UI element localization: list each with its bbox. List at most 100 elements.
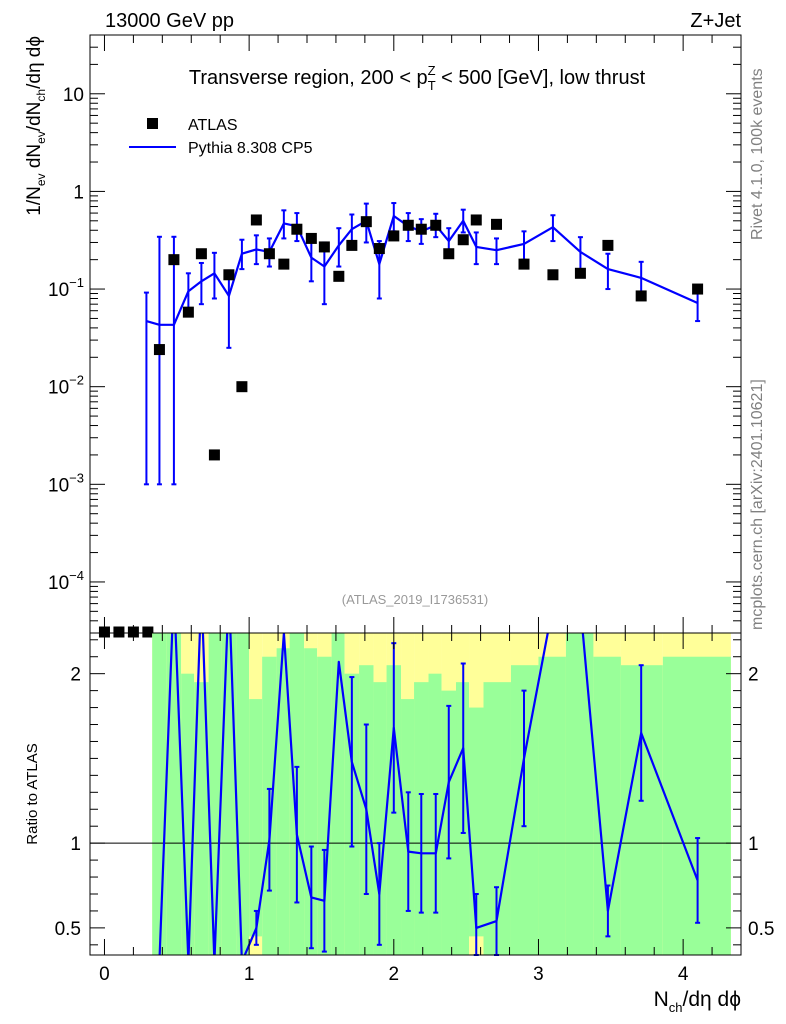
main-y-tick-label: 1 (73, 182, 84, 203)
process-label: Z+Jet (690, 10, 741, 32)
ratio-y-axis-label: Ratio to ATLAS (24, 743, 41, 844)
tick-base: 10 (48, 475, 69, 496)
band-inner (538, 656, 566, 955)
data-point (692, 283, 704, 295)
ylabel-c: /dN (24, 102, 45, 132)
main-y-tick-label: 10−2 (48, 373, 84, 399)
ratio-y-tick-label-left: 1 (70, 834, 81, 855)
data-point (153, 344, 165, 356)
ratio-plot-frame (89, 632, 742, 956)
data-point (388, 230, 400, 242)
data-point (168, 254, 180, 266)
data-point (142, 626, 154, 638)
ratio-y-tick-label-right: 0.5 (748, 919, 774, 940)
main-y-tick-label: 10−4 (48, 568, 84, 594)
data-point (291, 223, 303, 235)
legend: ATLAS Pythia 8.308 CP5 (129, 117, 313, 157)
ratio-mc-series (158, 633, 701, 956)
plot-title-post: < 500 [GeV], low thrust (436, 67, 646, 89)
main-y-axis-label: 1/Nev dNev/dNch/dη dϕ (24, 36, 48, 216)
plot-title-sub: T (428, 78, 436, 93)
ylabel-a: 1/N (24, 186, 45, 216)
data-point (263, 248, 275, 260)
xlabel-b: /dη dϕ (683, 988, 741, 1011)
data-point (98, 626, 110, 638)
data-point (415, 223, 427, 235)
energy-label: 13000 GeV pp (105, 10, 234, 32)
tick-exponent: −3 (69, 470, 84, 485)
plot-title-sup: Z (428, 63, 436, 78)
x-tick-labels: 0 1 2 3 4 (99, 964, 689, 985)
tick-base: 10 (48, 378, 69, 399)
xlabel-a: N (654, 988, 669, 1011)
data-point (470, 214, 482, 226)
mc-series (143, 202, 701, 486)
ratio-axis-ticks (90, 633, 742, 955)
legend-pythia-label: Pythia 8.308 CP5 (188, 140, 313, 157)
band-inner (565, 633, 594, 955)
main-y-tick-label: 10−3 (48, 470, 84, 496)
data-point (113, 626, 125, 638)
data-point (236, 381, 248, 393)
data-point (278, 258, 290, 270)
tick-exponent: −4 (69, 568, 84, 583)
ylabel-c-sub: ch (34, 89, 48, 102)
data-point (457, 234, 469, 246)
x-tick-label: 1 (244, 964, 255, 985)
ylabel-b: dN (24, 144, 45, 174)
data-point (635, 290, 647, 302)
x-tick-label: 2 (389, 964, 400, 985)
data-point (602, 239, 614, 251)
analysis-id-label: (ATLAS_2019_I1736531) (342, 592, 488, 607)
data-point (574, 267, 586, 279)
ratio-y-tick-label-left: 0.5 (55, 919, 81, 940)
data-point (223, 269, 235, 281)
band-inner (276, 648, 290, 955)
tick-base: 10 (48, 280, 69, 301)
main-y-tick-label: 10−1 (48, 275, 84, 301)
data-point (318, 241, 330, 253)
data-point (518, 258, 530, 270)
x-tick-label: 0 (99, 964, 110, 985)
ratio-y-tick-labels-left: 0.5 1 2 (55, 665, 81, 940)
legend-atlas-label: ATLAS (188, 117, 238, 134)
tick-base: 10 (48, 573, 69, 594)
ratio-y-tick-label-left: 2 (70, 665, 81, 686)
plot-title-pre: Transverse region, 200 < p (189, 67, 428, 89)
band-inner (208, 633, 222, 955)
ratio-y-tick-labels-right: 0.5 1 2 (748, 665, 774, 940)
x-tick-label: 3 (533, 964, 544, 985)
ratio-y-tick-label-right: 1 (748, 834, 759, 855)
data-point (208, 449, 220, 461)
band-inner (373, 682, 387, 955)
band-inner (194, 682, 209, 955)
ylabel-b-sub: ev (34, 131, 48, 144)
band-inner (166, 633, 182, 955)
rivet-version-label: Rivet 4.1.0, 100k events (749, 68, 766, 240)
mcplots-label: mcplots.cern.ch [arXiv:2401.10621] (749, 379, 766, 630)
x-axis-label: Nch/dη dϕ (654, 988, 741, 1015)
band-inner (317, 656, 332, 955)
data-point (430, 219, 442, 231)
data-point (373, 243, 385, 255)
main-axis-ticks (90, 34, 742, 634)
data-point (402, 219, 414, 231)
main-y-tick-label: 10 (63, 85, 84, 106)
band-inner (249, 699, 263, 937)
data-point (443, 248, 455, 260)
data-point (127, 626, 139, 638)
ratio-panel: 0.5 1 2 0.5 1 2 0 1 2 3 4 Ratio to ATLAS Nch/dη … (24, 632, 774, 1015)
data-point (182, 306, 194, 318)
data-point (333, 270, 345, 282)
tick-exponent: −2 (69, 373, 84, 388)
plot-title: Transverse region, 200 < pTZ < 500 [GeV]… (189, 63, 646, 93)
data-point (305, 232, 317, 244)
data-point (250, 214, 262, 226)
band-inner (221, 633, 237, 955)
tick-exponent: −1 (69, 275, 84, 290)
data-point (491, 218, 503, 230)
legend-atlas-marker (147, 118, 158, 129)
